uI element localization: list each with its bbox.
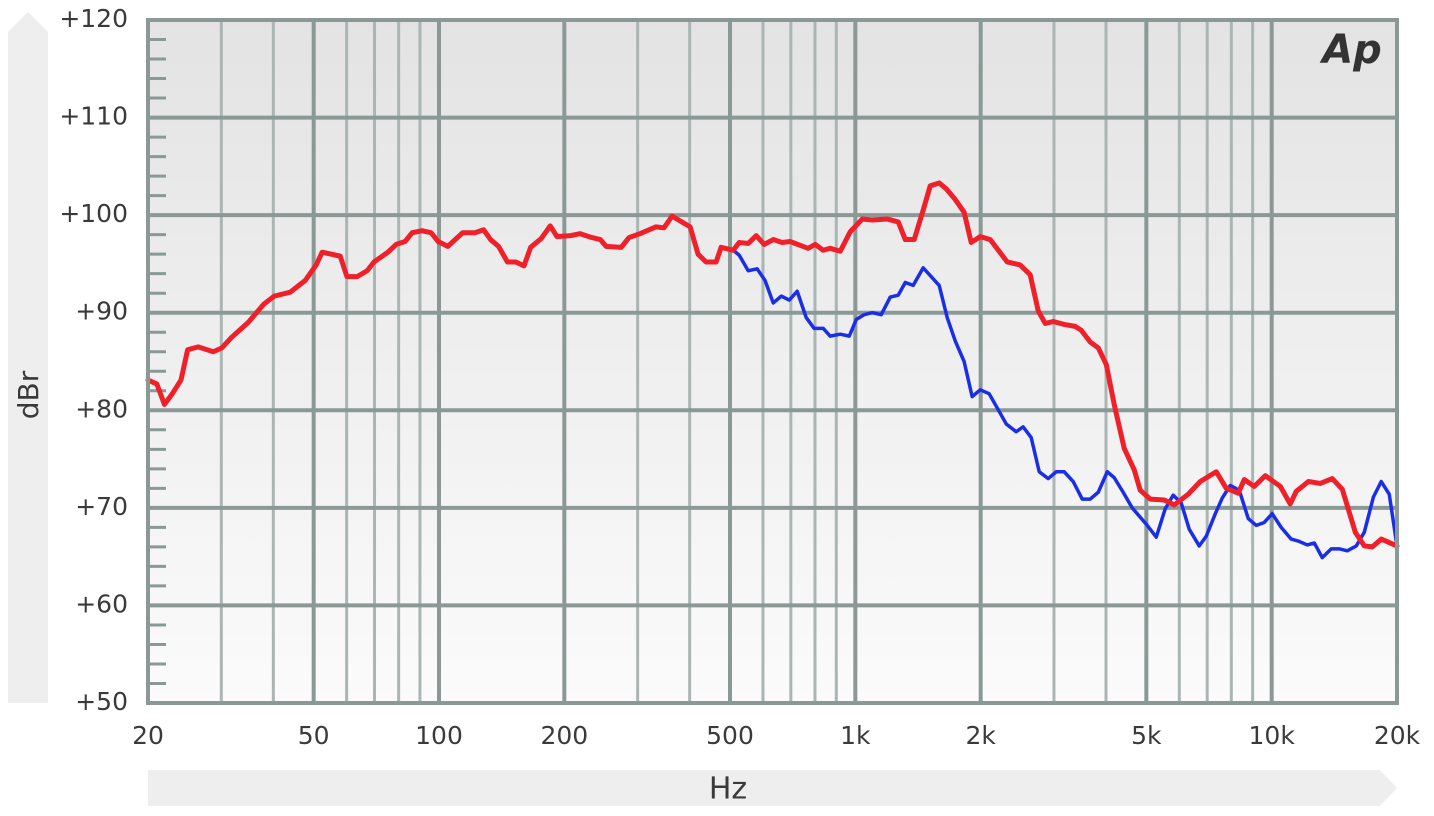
y-tick-label: +60 — [75, 589, 128, 618]
x-tick-label: 20 — [132, 721, 164, 750]
y-axis-label: dBr — [12, 370, 45, 419]
x-tick-label: 500 — [706, 721, 754, 750]
x-tick-label: 100 — [415, 721, 463, 750]
y-tick-label: +110 — [59, 102, 128, 131]
lines — [145, 180, 1400, 560]
y-tick-label: +70 — [75, 492, 128, 521]
series-line — [145, 180, 1400, 550]
y-tick-label: +120 — [59, 4, 128, 33]
x-tick-label: 200 — [540, 721, 588, 750]
x-tick-label: 5k — [1131, 721, 1162, 750]
y-axis-band — [8, 12, 48, 703]
y-tick-label: +50 — [75, 687, 128, 716]
plot-frame — [146, 18, 1399, 705]
x-tick-label: 10k — [1249, 721, 1296, 750]
x-tick-label: 2k — [965, 721, 996, 750]
x-axis-band — [148, 770, 1397, 806]
y-tick-label: +90 — [75, 297, 128, 326]
x-tick-label: 20k — [1374, 721, 1421, 750]
x-axis-label: Hz — [709, 772, 747, 807]
series-line — [719, 245, 1399, 560]
y-tick-label: +80 — [75, 394, 128, 423]
plot-area — [148, 20, 1397, 703]
labels: +50 +60 +70 +80 +90 +100 +110 +120 20 50 100 200 500… — [59, 4, 1420, 750]
x-tick-label: 50 — [298, 721, 330, 750]
x-tick-label: 1k — [840, 721, 871, 750]
y-tick-label: +100 — [59, 199, 128, 228]
logo: Ap — [1319, 27, 1382, 73]
